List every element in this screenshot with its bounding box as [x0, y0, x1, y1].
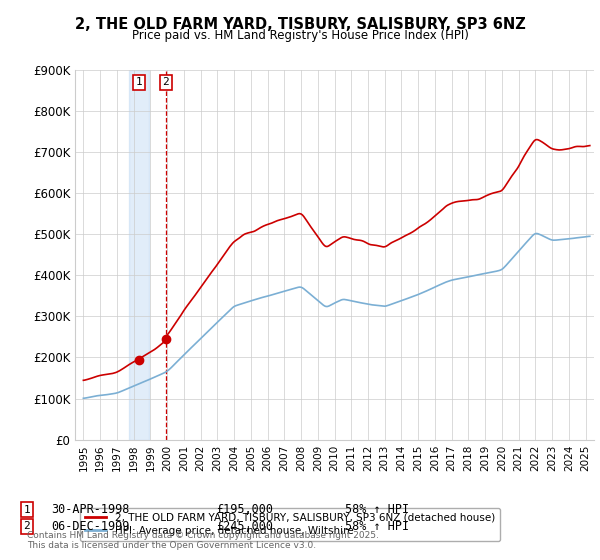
Text: 30-APR-1998: 30-APR-1998 [51, 503, 130, 516]
Text: 2, THE OLD FARM YARD, TISBURY, SALISBURY, SP3 6NZ: 2, THE OLD FARM YARD, TISBURY, SALISBURY… [74, 17, 526, 32]
Text: 2: 2 [23, 521, 31, 531]
Text: 1: 1 [23, 505, 31, 515]
Bar [130, 70, 149, 440]
Text: 1: 1 [136, 77, 142, 87]
Legend: 2, THE OLD FARM YARD, TISBURY, SALISBURY, SP3 6NZ (detached house), HPI: Average: 2, THE OLD FARM YARD, TISBURY, SALISBURY… [80, 508, 500, 541]
Text: 06-DEC-1999: 06-DEC-1999 [51, 520, 130, 533]
Text: 58% ↑ HPI: 58% ↑ HPI [345, 503, 409, 516]
Text: 58% ↑ HPI: 58% ↑ HPI [345, 520, 409, 533]
Text: Price paid vs. HM Land Registry's House Price Index (HPI): Price paid vs. HM Land Registry's House … [131, 29, 469, 42]
Text: Contains HM Land Registry data © Crown copyright and database right 2025.
This d: Contains HM Land Registry data © Crown c… [27, 530, 379, 550]
Text: £195,000: £195,000 [216, 503, 273, 516]
Text: £245,000: £245,000 [216, 520, 273, 533]
Text: 2: 2 [163, 77, 169, 87]
